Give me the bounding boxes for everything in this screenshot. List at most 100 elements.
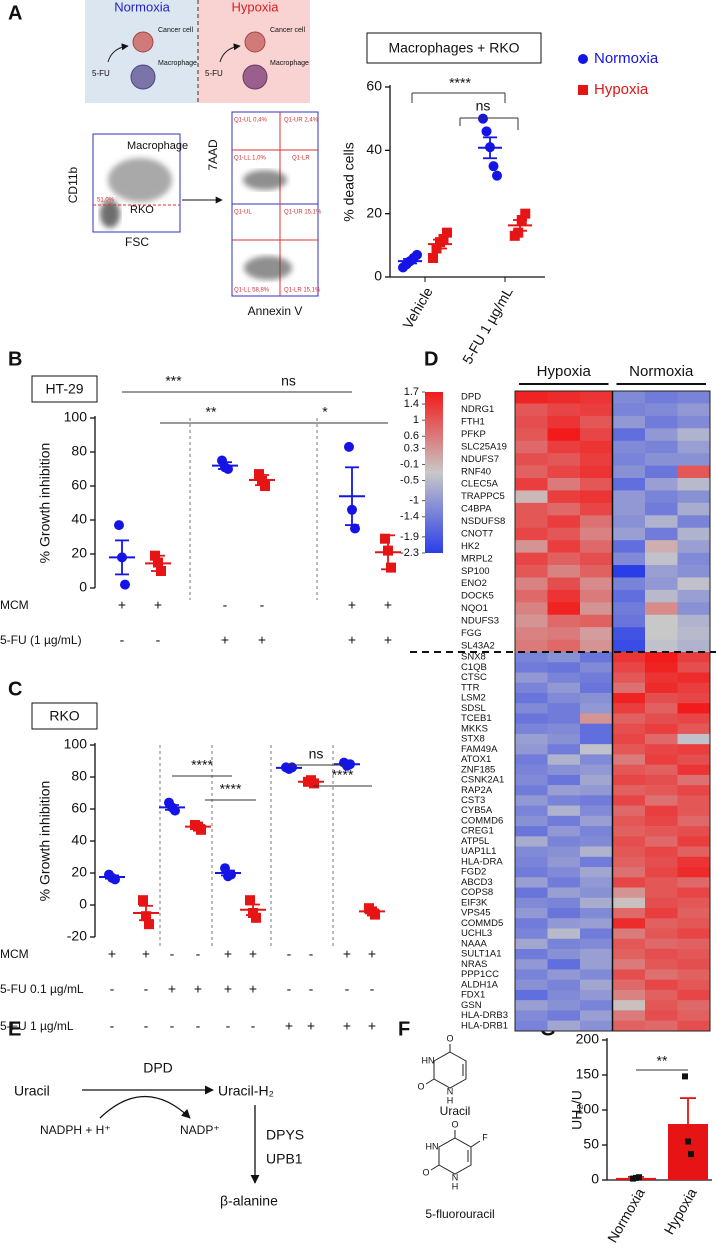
heatmap-cell	[580, 867, 613, 878]
heatmap-cell	[677, 959, 711, 970]
cofactor: NADPH + H⁺	[40, 1123, 111, 1137]
row-label: CLEC5A	[461, 479, 499, 490]
heatmap-cell	[580, 805, 613, 817]
row-label: SDSL	[461, 703, 486, 714]
row-label: TCEB1	[461, 713, 492, 724]
heatmap-cell	[612, 589, 646, 603]
heatmap-cell	[612, 938, 646, 950]
row-label: HLA-DRA	[461, 856, 503, 867]
heatmap-cell	[677, 602, 711, 616]
row-sign: -	[156, 632, 161, 648]
heatmap-cell	[612, 552, 646, 566]
heatmap-cell	[645, 627, 678, 640]
heatmap-cell	[547, 453, 581, 466]
heatmap-cell	[547, 478, 581, 491]
heatmap-cell	[612, 969, 646, 980]
heatmap-cell	[547, 652, 581, 663]
heatmap-cell	[515, 908, 548, 919]
heatmap-cell	[515, 969, 548, 980]
data-point	[114, 520, 124, 531]
heatmap-cell	[580, 565, 613, 578]
heatmap-cell	[677, 391, 711, 404]
gate-label: Macrophage	[127, 140, 188, 152]
row-label: MRPL2	[461, 553, 493, 564]
heatmap-cell	[547, 403, 581, 417]
heatmap-cell	[547, 928, 581, 940]
row-label: LSM2	[461, 693, 486, 704]
y-tick-label: 0	[79, 579, 87, 595]
row-sign: -	[309, 946, 314, 962]
heatmap-cell	[515, 652, 548, 663]
row-sign: -	[144, 981, 149, 997]
axis-label: CD11b	[66, 166, 80, 203]
row-sign: -	[223, 597, 228, 613]
heatmap-cell	[612, 627, 646, 640]
heatmap-cell	[547, 795, 581, 806]
heatmap-cell	[515, 703, 548, 714]
row-label: RNF40	[461, 466, 491, 477]
chart-title: Macrophages + RKO	[388, 40, 519, 56]
row-sign: +	[258, 632, 266, 648]
heatmap-cell	[612, 897, 646, 909]
heatmap-cell	[677, 682, 711, 694]
heatmap-cell	[580, 815, 613, 827]
legend-label: Normoxia	[594, 50, 659, 67]
heatmap-cell	[547, 815, 581, 827]
heatmap-cell	[547, 908, 581, 919]
heatmap-cell	[612, 565, 646, 578]
heatmap-cell	[515, 805, 548, 817]
heatmap-cell	[580, 391, 613, 404]
heatmap-cell	[645, 856, 678, 868]
heatmap-cell	[580, 744, 613, 755]
heatmap-cell	[612, 1010, 646, 1021]
heatmap-cell	[645, 928, 678, 940]
atom: N	[452, 1172, 459, 1182]
heatmap-cell	[580, 897, 613, 909]
heatmap-cell	[580, 826, 613, 837]
heatmap-cell	[612, 662, 646, 673]
heatmap-cell	[677, 815, 711, 827]
row-label: ZNF185	[461, 764, 495, 775]
heatmap-cell	[677, 826, 711, 837]
heatmap-cell	[677, 478, 711, 491]
heatmap-cell	[677, 713, 711, 724]
heatmap-cell	[515, 826, 548, 837]
row-label: CST3	[461, 795, 485, 806]
significance-label: ****	[191, 757, 213, 773]
colorbar-label: -0.1	[400, 458, 419, 470]
heatmap-cell	[547, 1010, 581, 1021]
row-sign: +	[368, 1018, 376, 1034]
quadrant-label: Q1-LL 58,8%	[234, 288, 270, 294]
heatmap-cell	[677, 979, 711, 991]
heatmap-cell	[515, 764, 548, 776]
heatmap-cell	[612, 785, 646, 796]
heatmap-cell	[547, 1020, 581, 1032]
data-point	[492, 170, 502, 181]
heatmap-cell	[645, 692, 678, 704]
heatmap-cell	[645, 938, 678, 950]
flow-cytometry: Macrophage RKO 51,0% CD11b FSC Q1-UL 0,4…	[66, 111, 322, 318]
heatmap-cell	[677, 846, 711, 858]
heatmap-cell	[677, 877, 711, 888]
heatmap-cell	[677, 703, 711, 714]
row-sign: -	[345, 981, 350, 997]
heatmap-cell	[612, 391, 646, 404]
heatmap-cell	[580, 754, 613, 765]
heatmap-cell	[580, 589, 613, 603]
heatmap-cell	[547, 785, 581, 796]
heatmap-cell	[677, 490, 711, 504]
row-label: FGG	[461, 628, 482, 639]
heatmap-cell	[645, 877, 678, 888]
heatmap-cell	[645, 1020, 678, 1032]
heatmap-cell	[515, 774, 548, 786]
heatmap-cell	[677, 938, 711, 950]
row-label: NAAA	[461, 938, 488, 949]
gate-label: RKO	[130, 204, 154, 216]
chart-title: RKO	[49, 708, 79, 724]
heatmap-cell	[612, 979, 646, 991]
heatmap-cell	[645, 918, 678, 929]
significance-label: ****	[332, 767, 354, 783]
heatmap-cell	[612, 639, 646, 653]
heatmap-cell	[580, 723, 613, 735]
heatmap-cell	[547, 826, 581, 837]
